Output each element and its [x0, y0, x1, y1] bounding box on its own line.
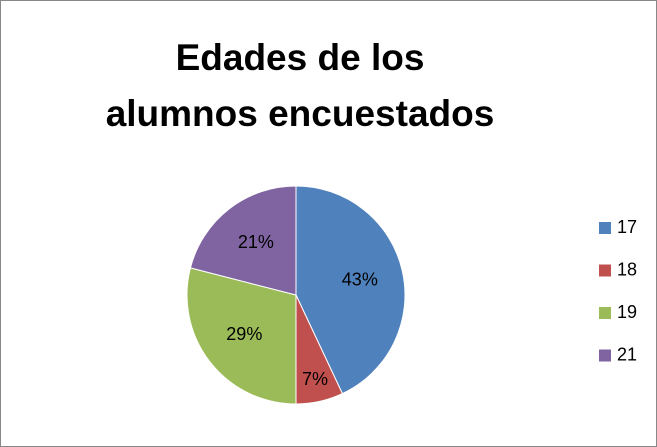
legend-label: 18	[617, 259, 637, 279]
legend-label: 19	[617, 302, 637, 322]
legend-label: 21	[617, 344, 637, 364]
legend-swatch	[599, 349, 611, 362]
pie-slice	[295, 185, 406, 395]
data-label: 43%	[342, 269, 378, 289]
legend-label: 17	[617, 217, 637, 237]
legend-swatch	[599, 222, 611, 234]
pie-slice	[189, 185, 297, 296]
chart-title: Edades de los alumnos encuestados	[105, 37, 495, 134]
legend-swatch	[599, 307, 611, 319]
data-label: 21%	[238, 232, 274, 252]
pie-slice	[186, 267, 297, 405]
legend-swatch	[599, 264, 611, 277]
data-label: 7%	[302, 369, 328, 389]
data-label: 29%	[226, 324, 262, 344]
